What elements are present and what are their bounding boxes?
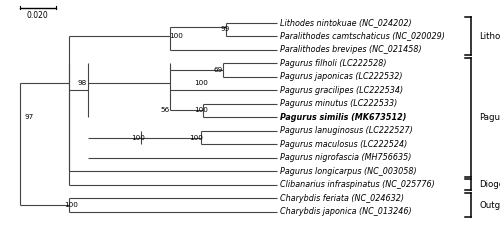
Text: Lithodidae: Lithodidae xyxy=(480,32,500,40)
Text: Pagurus minutus (LC222533): Pagurus minutus (LC222533) xyxy=(280,99,398,108)
Text: 98: 98 xyxy=(78,80,86,86)
Text: 100: 100 xyxy=(64,202,78,208)
Text: Paralithodes brevipes (NC_021458): Paralithodes brevipes (NC_021458) xyxy=(280,45,422,54)
Text: 100: 100 xyxy=(189,135,203,141)
Text: Pagurus longicarpus (NC_003058): Pagurus longicarpus (NC_003058) xyxy=(280,167,417,176)
Text: 0.020: 0.020 xyxy=(27,11,48,20)
Text: 100: 100 xyxy=(169,33,183,39)
Text: Pagurus gracilipes (LC222534): Pagurus gracilipes (LC222534) xyxy=(280,86,404,95)
Text: Lithodes nintokuae (NC_024202): Lithodes nintokuae (NC_024202) xyxy=(280,18,412,27)
Text: 100: 100 xyxy=(194,108,208,113)
Text: Charybdis japonica (NC_013246): Charybdis japonica (NC_013246) xyxy=(280,207,412,216)
Text: 100: 100 xyxy=(131,135,144,141)
Text: Diogenidae: Diogenidae xyxy=(480,180,500,189)
Text: Paralithodes camtschaticus (NC_020029): Paralithodes camtschaticus (NC_020029) xyxy=(280,32,445,40)
Text: Clibanarius infraspinatus (NC_025776): Clibanarius infraspinatus (NC_025776) xyxy=(280,180,435,189)
Text: Pagurus filholi (LC222528): Pagurus filholi (LC222528) xyxy=(280,59,386,68)
Text: 100: 100 xyxy=(194,80,208,86)
Text: 56: 56 xyxy=(161,108,170,113)
Text: Pagurus lanuginosus (LC222527): Pagurus lanuginosus (LC222527) xyxy=(280,126,413,135)
Text: Paguridae: Paguridae xyxy=(480,113,500,122)
Text: 69: 69 xyxy=(214,67,223,73)
Text: Outgroup: Outgroup xyxy=(480,201,500,210)
Text: Pagurus maculosus (LC222524): Pagurus maculosus (LC222524) xyxy=(280,140,407,149)
Text: Pagurus japonicas (LC222532): Pagurus japonicas (LC222532) xyxy=(280,72,402,81)
Text: 97: 97 xyxy=(25,114,34,120)
Text: Pagurus similis (MK673512): Pagurus similis (MK673512) xyxy=(280,113,406,122)
Text: 99: 99 xyxy=(221,26,230,32)
Text: Pagurus nigrofascia (MH756635): Pagurus nigrofascia (MH756635) xyxy=(280,153,411,162)
Text: Charybdis feriata (NC_024632): Charybdis feriata (NC_024632) xyxy=(280,194,404,203)
